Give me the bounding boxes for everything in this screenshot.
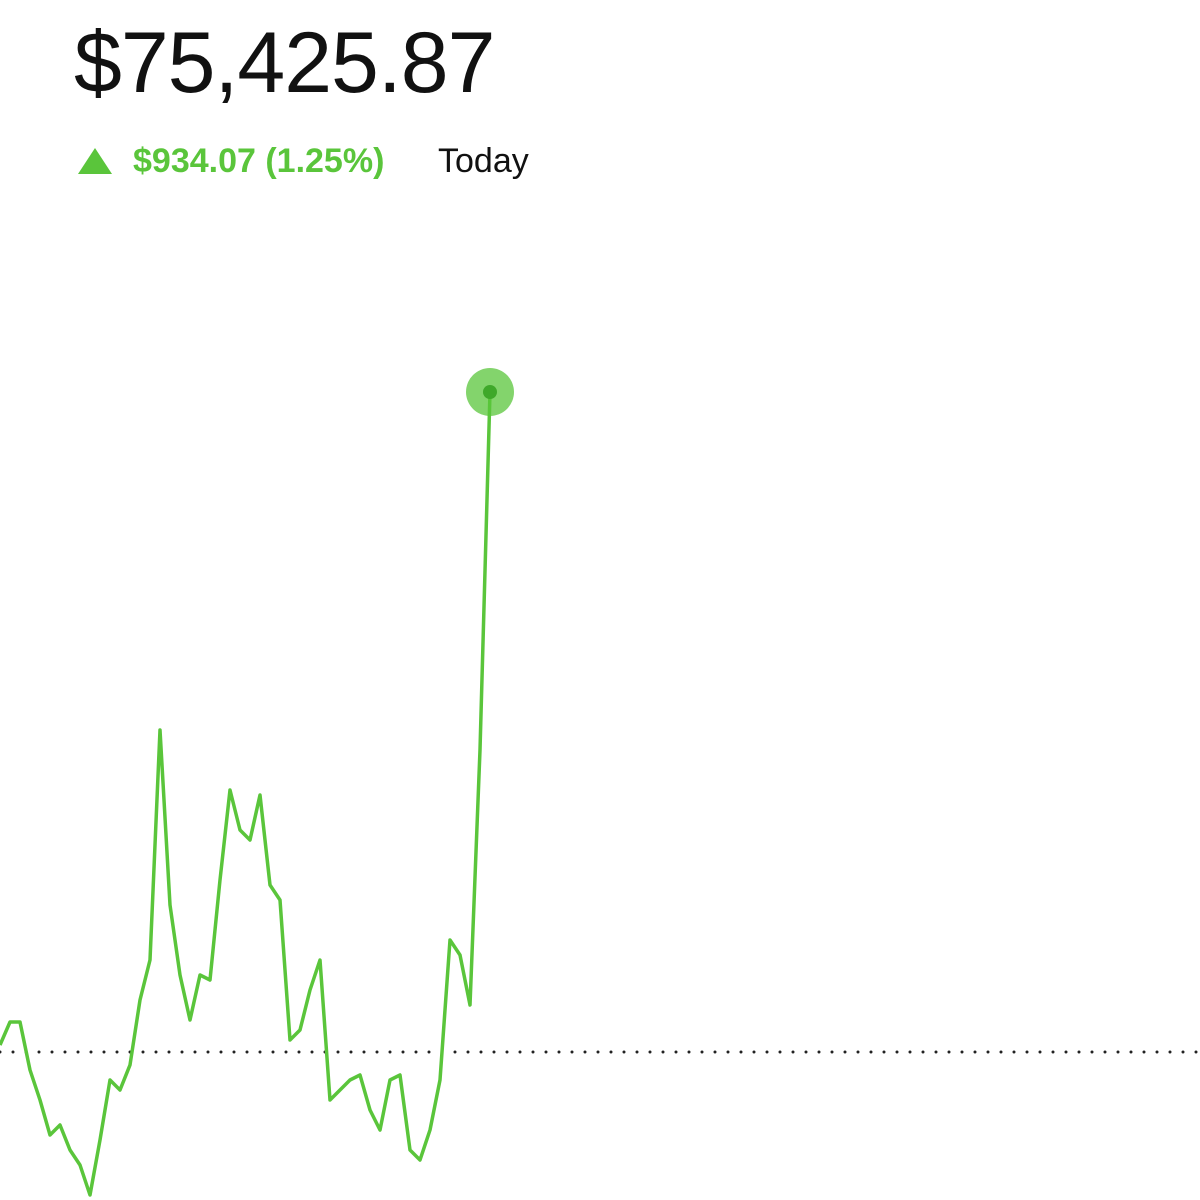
up-arrow — [78, 148, 112, 174]
daily-change: $934.07 (1.25%) — [133, 142, 385, 180]
period-label: Today — [438, 142, 529, 180]
current-halo — [466, 368, 514, 416]
price-line — [0, 391, 492, 1197]
portfolio-value: $75,425.87 — [74, 15, 495, 111]
current-dot — [483, 385, 497, 399]
